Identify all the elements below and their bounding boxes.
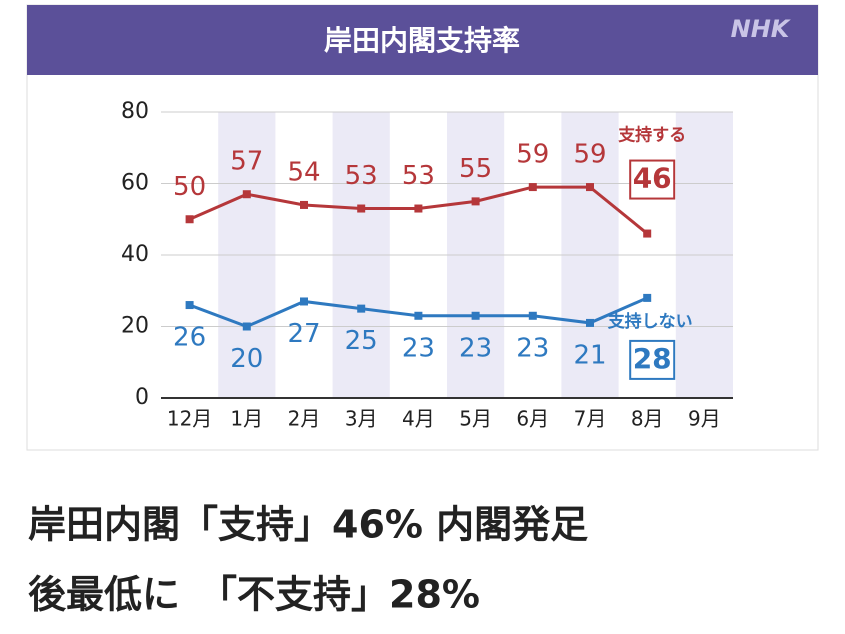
- headline: 岸田内閣「支持」46% 内閣発足: [28, 503, 588, 547]
- chart-header: [27, 5, 818, 75]
- value-box: [629, 159, 676, 200]
- x-tick-label: 12月: [167, 407, 212, 431]
- plot: 0 20 40 60 80 12月 1月 2月 3月 4月 5月 6月 7月 8月 9月 50 57 54 53 53…: [121, 99, 733, 431]
- data-label: 28: [633, 342, 672, 375]
- series-name: 支持する: [618, 125, 686, 146]
- point: [586, 183, 594, 192]
- x-tick-label: 4月: [402, 407, 435, 431]
- data-label: 59: [516, 140, 549, 170]
- data-label: 55: [459, 154, 492, 184]
- y-tick-label: 60: [121, 171, 149, 196]
- point: [471, 311, 480, 320]
- y-tick-label: 40: [121, 242, 149, 267]
- point: [300, 200, 308, 209]
- x-tick-label: 2月: [288, 407, 321, 431]
- x-tick-label: 8月: [631, 407, 664, 431]
- data-label: 23: [516, 333, 549, 363]
- y-tick-label: 80: [121, 99, 149, 124]
- data-label: 59: [573, 140, 606, 170]
- y-tick-label: 0: [135, 385, 149, 410]
- point: [471, 197, 480, 206]
- x-tick-label: 5月: [459, 407, 492, 431]
- x-tick-label: 7月: [574, 407, 607, 431]
- point: [357, 204, 366, 213]
- x-tick-label: 3月: [345, 407, 378, 431]
- point: [414, 311, 423, 320]
- data-label: 26: [173, 323, 206, 353]
- data-label: 50: [173, 172, 206, 202]
- data-label: 46: [633, 162, 672, 195]
- value-box: [629, 339, 676, 380]
- chart-title: 岸田内閣支持率: [324, 24, 520, 57]
- series-name: 支持しない: [608, 311, 693, 332]
- point: [242, 190, 251, 199]
- data-label: 23: [459, 333, 492, 363]
- data-label: 27: [287, 319, 320, 349]
- logo: NHK: [731, 15, 792, 43]
- data-label: 53: [402, 161, 435, 191]
- point: [242, 322, 251, 331]
- point: [586, 318, 594, 327]
- point: [643, 229, 652, 238]
- data-label: 54: [287, 157, 320, 187]
- data-label: 23: [402, 333, 435, 363]
- point: [528, 183, 537, 192]
- point: [185, 301, 194, 310]
- data-label: 21: [573, 340, 606, 370]
- point: [528, 311, 537, 320]
- data-label: 57: [230, 147, 263, 177]
- headline: 後最低に 「不支持」28%: [28, 573, 480, 617]
- point: [300, 297, 308, 306]
- data-label: 20: [230, 344, 263, 374]
- point: [185, 215, 194, 224]
- data-label: 53: [345, 161, 378, 191]
- x-tick-label: 1月: [230, 407, 263, 431]
- point: [357, 304, 366, 313]
- data-label: 25: [345, 326, 378, 356]
- point: [643, 293, 652, 302]
- point: [414, 204, 423, 213]
- y-tick-label: 20: [121, 314, 149, 339]
- x-tick-label: 6月: [516, 407, 549, 431]
- x-tick-label: 9月: [688, 407, 721, 431]
